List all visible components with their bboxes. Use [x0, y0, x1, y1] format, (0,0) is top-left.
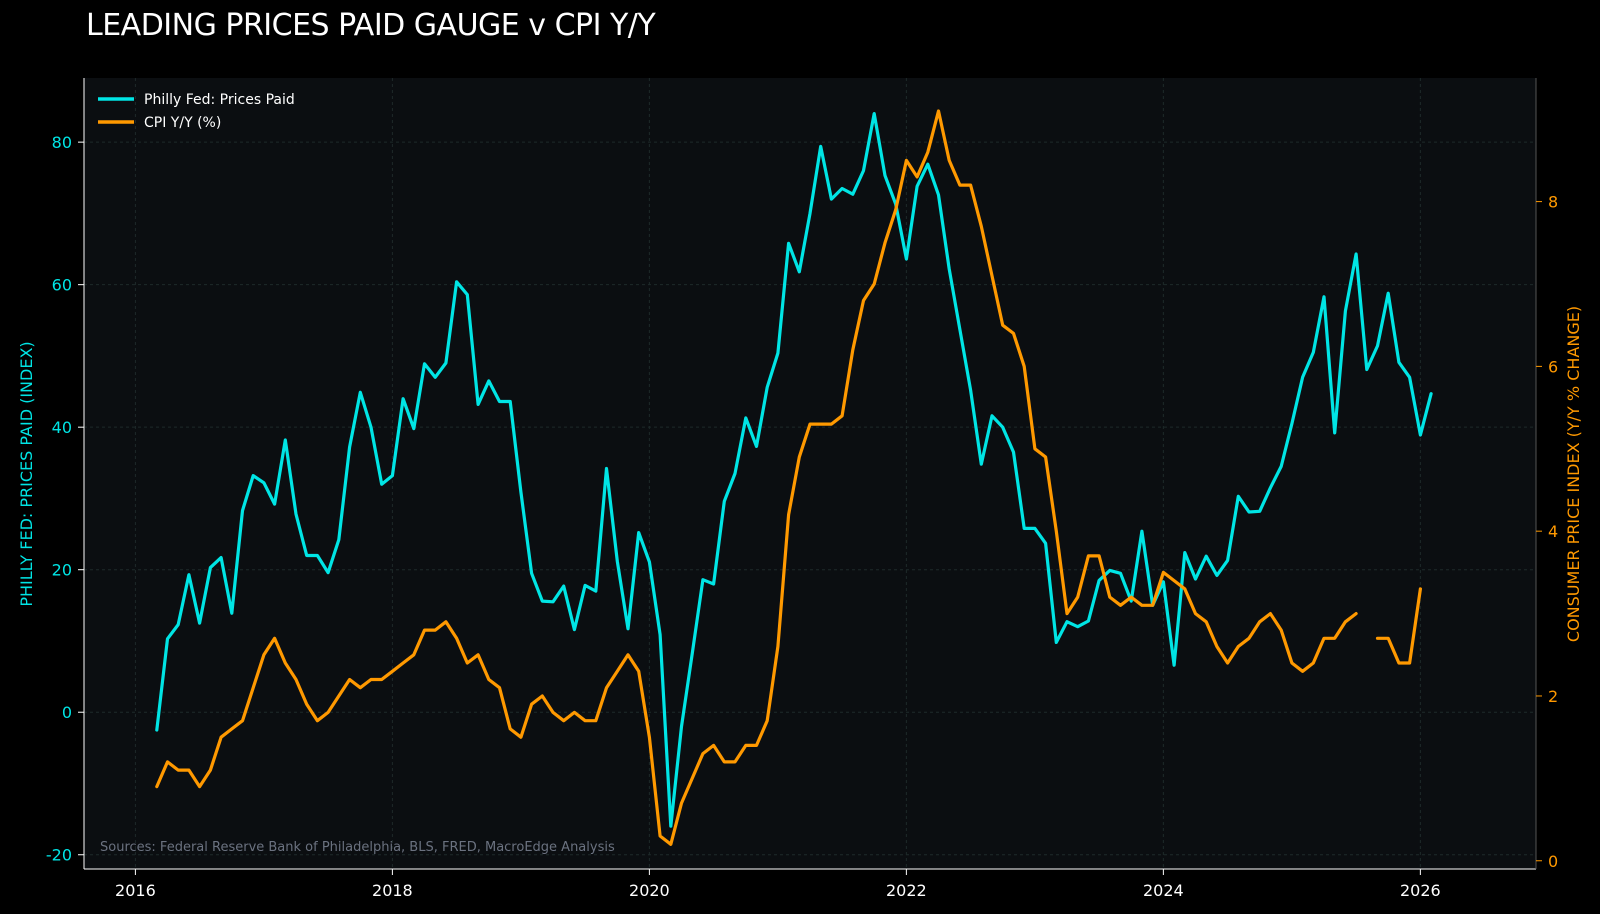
left-tick-label: 20: [52, 561, 72, 580]
left-tick-label: 80: [52, 133, 72, 152]
right-tick-label: 8: [1548, 193, 1558, 212]
axes: -20 0 20 40 60 80 0 2 4 6 8 2016 2018 2020 2022 2024 202…: [46, 78, 1558, 900]
legend-label-prices-paid: Philly Fed: Prices Paid: [144, 92, 295, 108]
legend: Philly Fed: Prices Paid CPI Y/Y (%): [98, 92, 295, 131]
series-lines: [155, 109, 1433, 846]
left-tick-label: 60: [52, 276, 72, 295]
source-note: Sources: Federal Reserve Bank of Philade…: [100, 840, 615, 855]
right-tick-label: 0: [1548, 852, 1558, 871]
left-axis-label: PHILLY FED: PRICES PAID (INDEX): [17, 341, 36, 606]
left-tick-label: -20: [46, 846, 72, 865]
legend-label-cpi: CPI Y/Y (%): [144, 115, 221, 131]
left-tick-label: 0: [62, 703, 72, 722]
left-tick-label: 40: [52, 418, 72, 437]
right-tick-label: 2: [1548, 687, 1558, 706]
plot-area: [84, 78, 1536, 869]
series-line-prices-paid: [155, 112, 1433, 828]
right-axis-label: CONSUMER PRICE INDEX (Y/Y % CHANGE): [1564, 306, 1583, 642]
x-tick-label: 2018: [372, 881, 413, 900]
x-tick-label: 2022: [886, 881, 927, 900]
x-tick-label: 2016: [115, 881, 156, 900]
right-tick-label: 6: [1548, 357, 1558, 376]
x-tick-label: 2024: [1143, 881, 1184, 900]
right-tick-label: 4: [1548, 522, 1558, 541]
x-tick-label: 2026: [1400, 881, 1441, 900]
series-line-cpi: [155, 109, 1422, 846]
x-tick-label: 2020: [629, 881, 670, 900]
chart-title: LEADING PRICES PAID GAUGE v CPI Y/Y: [86, 8, 656, 43]
